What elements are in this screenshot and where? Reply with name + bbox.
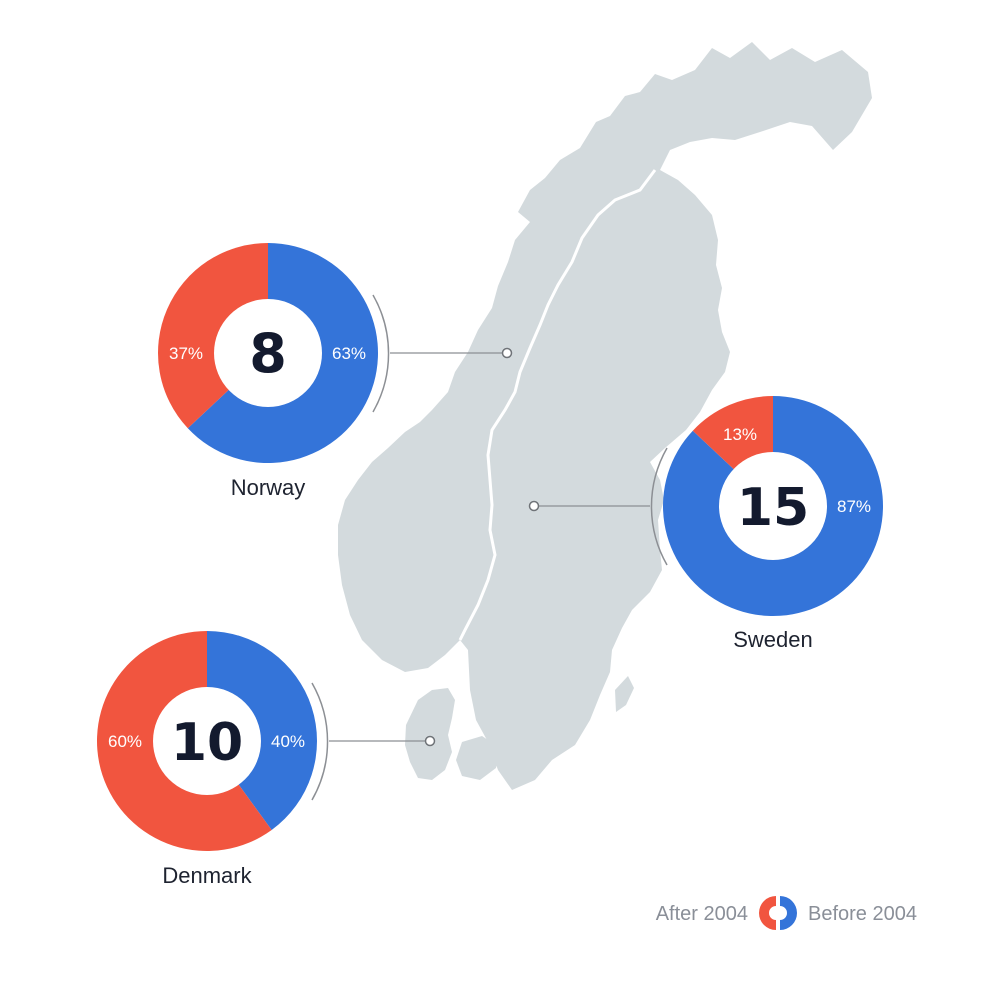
legend-after-label: After 2004 [656,903,748,925]
denmark-label: Denmark [162,863,252,888]
norway-sweden-border [458,169,657,641]
gotland-island [615,676,634,712]
legend-before-swatch [780,896,797,930]
norway-sweden-landmass [338,42,872,790]
norway-before-pct: 63% [332,344,366,363]
denmark-donut: 10 60% 40% Denmark [97,631,317,888]
norway-donut: 8 37% 63% Norway [158,243,378,500]
sweden-marker [528,500,540,512]
sweden-connector [528,447,668,566]
connectors [311,294,668,801]
sweden-after-pct: 13% [723,425,757,444]
norway-bracket [372,294,390,413]
norway-donut-hole [214,299,322,407]
norway-label: Norway [231,475,306,500]
denmark-connector [311,682,436,801]
denmark-slice-before [207,631,317,830]
sweden-donut-hole [719,452,827,560]
denmark-islands [456,736,500,780]
norway-connector [372,294,513,413]
norway-total: 8 [249,322,287,385]
sweden-before-pct: 87% [837,497,871,516]
legend-after-swatch [759,896,776,930]
sweden-label: Sweden [733,627,813,652]
sweden-donut: 15 13% 87% Sweden [662,396,883,652]
norway-marker [501,347,513,359]
denmark-bracket [311,682,329,801]
sweden-bracket [650,447,668,566]
denmark-after-pct: 60% [108,732,142,751]
scandinavia-map [338,42,872,790]
norway-after-pct: 37% [169,344,203,363]
denmark-total: 10 [171,713,243,773]
legend: After 2004 Before 2004 [656,896,917,930]
legend-before-label: Before 2004 [808,903,917,925]
sweden-total: 15 [737,478,809,538]
denmark-donut-hole [153,687,261,795]
denmark-marker [424,735,436,747]
norway-slice-after [158,243,268,429]
legend-icon [759,896,797,930]
denmark-before-pct: 40% [271,732,305,751]
denmark-jutland [405,688,455,780]
